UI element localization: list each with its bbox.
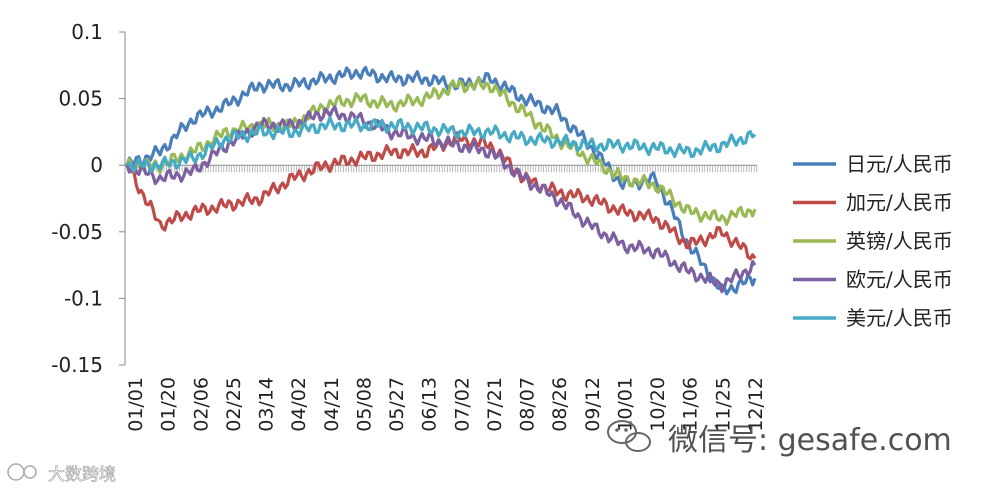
y-tick-label: -0.1 <box>64 286 103 310</box>
y-axis-ticks: 0.1 0.05 0 -0.05 -0.1 -0.15 <box>51 20 125 377</box>
y-tick-label: 0.05 <box>58 87 103 111</box>
x-tick-label: 04/02 <box>288 377 310 432</box>
y-tick-label: -0.05 <box>51 220 103 244</box>
dashuju-watermark: 大数跨境 <box>7 463 116 485</box>
x-tick-label: 04/21 <box>321 377 343 432</box>
x-axis-ticks: 01/01 01/20 02/06 02/25 03/14 04/02 04/21 05/08… <box>125 377 767 432</box>
y-tick-label: 0 <box>90 153 103 177</box>
x-tick-label: 11/06 <box>680 377 702 432</box>
legend-label: 加元/人民币 <box>846 191 953 215</box>
series-line <box>125 131 757 261</box>
x-tick-label: 10/20 <box>647 377 669 432</box>
watermark-brand-left: 大数跨境 <box>48 465 116 485</box>
x-tick-label: 05/08 <box>353 377 375 432</box>
wechat-watermark: 微信号: gesafe.com <box>607 420 952 458</box>
legend-label: 欧元/人民币 <box>846 268 953 292</box>
x-tick-label: 03/14 <box>256 377 278 432</box>
wechat-icon <box>607 420 651 452</box>
legend-label: 日元/人民币 <box>846 152 953 176</box>
series-line <box>125 116 757 174</box>
series-lines <box>125 65 757 296</box>
x-tick-label: 09/12 <box>582 377 604 432</box>
watermark-brand: 微信号: gesafe.com <box>668 423 952 458</box>
x-tick-label: 10/01 <box>615 377 637 432</box>
x-tick-label: 06/13 <box>419 377 441 432</box>
legend-label: 英镑/人民币 <box>846 229 953 253</box>
series-line <box>125 105 757 294</box>
legend-label: 美元/人民币 <box>846 306 953 330</box>
x-tick-label: 11/25 <box>712 377 734 432</box>
x-tick-label: 02/25 <box>223 377 245 432</box>
series-line <box>125 65 757 296</box>
x-tick-label: 02/06 <box>190 377 212 432</box>
x-tick-label: 08/26 <box>549 377 571 432</box>
x-axis-minor-ticks <box>124 165 758 173</box>
y-tick-label: -0.15 <box>51 353 103 377</box>
logo-icon <box>7 463 37 481</box>
y-tick-label: 0.1 <box>71 20 103 44</box>
x-tick-label: 07/02 <box>451 377 473 432</box>
x-tick-label: 01/01 <box>125 377 147 432</box>
x-tick-label: 01/20 <box>158 377 180 432</box>
x-tick-label: 05/27 <box>386 377 408 432</box>
x-tick-label: 08/07 <box>517 377 539 432</box>
x-tick-label: 12/12 <box>745 377 767 432</box>
x-tick-label: 07/21 <box>484 377 506 432</box>
